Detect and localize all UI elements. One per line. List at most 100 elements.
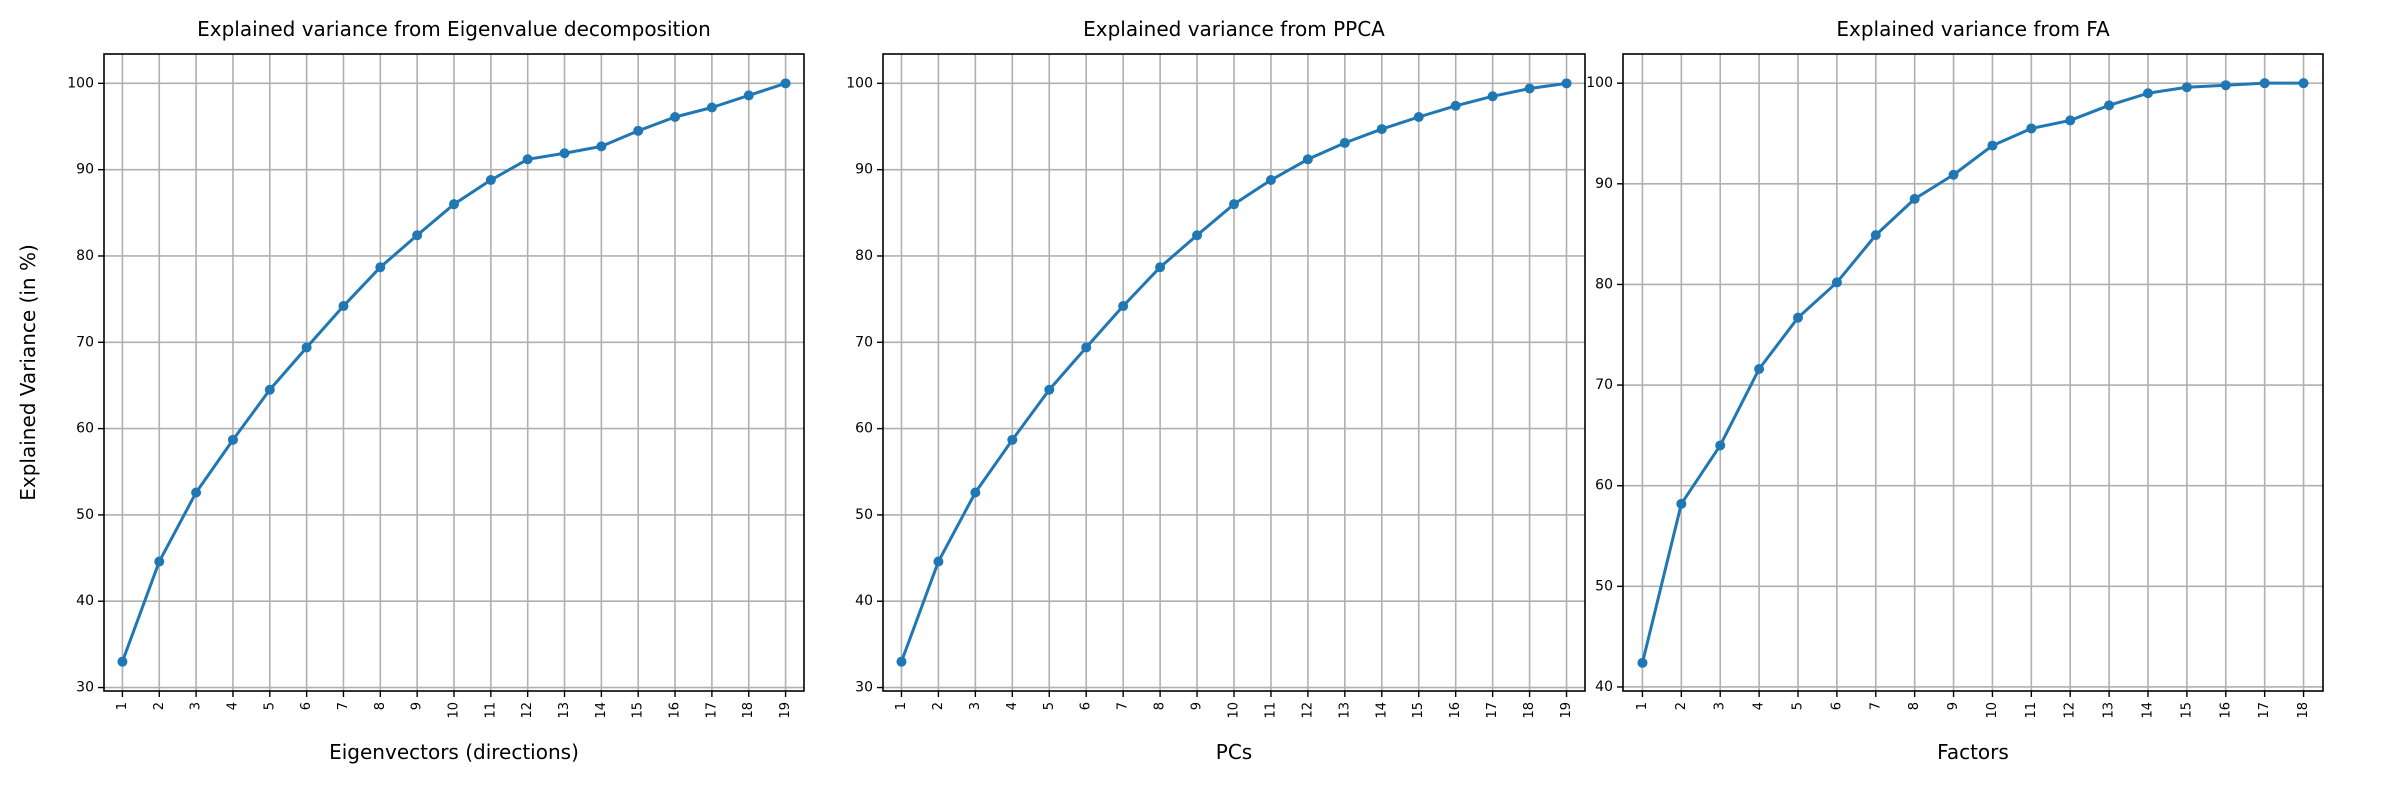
x-tick-label: 18: [741, 702, 756, 719]
data-point: [1870, 230, 1881, 241]
y-axis-label: Explained Variance (in %): [16, 244, 40, 501]
data-point: [743, 90, 754, 101]
data-point: [1909, 193, 1920, 204]
data-point: [933, 556, 944, 567]
data-point: [338, 301, 349, 312]
x-tick-label: 15: [1411, 702, 1426, 719]
x-tick-label: 12: [520, 702, 535, 719]
x-tick-label: 6: [1829, 702, 1844, 710]
chart-title: Explained variance from Eigenvalue decom…: [197, 17, 711, 41]
x-tick-label: 8: [1907, 702, 1922, 710]
data-point: [1118, 301, 1129, 312]
data-point: [485, 175, 496, 186]
y-tick-label: 60: [76, 421, 94, 437]
y-tick-label: 40: [1595, 679, 1613, 695]
x-tick-label: 9: [410, 702, 425, 710]
data-point: [1561, 78, 1572, 89]
y-tick-label: 70: [855, 334, 873, 350]
x-tick-label: 10: [1227, 702, 1242, 719]
y-tick-label: 30: [855, 680, 873, 696]
data-point: [1948, 169, 1959, 180]
x-tick-label: 16: [668, 702, 683, 719]
data-point: [264, 384, 275, 395]
y-tick-label: 60: [855, 421, 873, 437]
y-tick-label: 80: [1595, 276, 1613, 292]
data-point: [1192, 230, 1203, 241]
data-point: [1007, 434, 1018, 445]
x-tick-label: 1: [1635, 702, 1650, 710]
x-tick-label: 5: [1791, 702, 1806, 710]
y-tick-label: 100: [67, 75, 94, 91]
x-tick-label: 10: [1985, 702, 2000, 719]
x-tick-label: 3: [968, 702, 983, 710]
data-point: [596, 141, 607, 152]
data-point: [1265, 175, 1276, 186]
data-point: [2259, 78, 2270, 89]
data-point: [2143, 88, 2153, 99]
x-tick-label: 19: [1559, 702, 1574, 719]
x-tick-label: 16: [1448, 702, 1463, 719]
data-point: [1376, 124, 1387, 135]
data-point: [191, 487, 202, 498]
data-point: [896, 656, 907, 667]
x-tick-label: 10: [447, 702, 462, 719]
x-tick-label: 11: [2024, 702, 2039, 719]
y-tick-label: 40: [76, 593, 94, 609]
data-point: [301, 342, 312, 353]
data-point: [1155, 262, 1166, 273]
x-tick-label: 5: [262, 702, 277, 710]
data-point: [227, 434, 238, 445]
data-point: [2104, 100, 2115, 111]
y-tick-label: 90: [76, 162, 94, 178]
data-point: [1715, 440, 1726, 451]
y-tick-label: 100: [1586, 75, 1613, 91]
x-tick-label: 2: [931, 702, 946, 710]
data-point: [2298, 78, 2309, 89]
data-point: [970, 487, 981, 498]
chart-title: Explained variance from PPCA: [1083, 17, 1385, 41]
data-point: [1637, 657, 1648, 668]
x-tick-label: 12: [1300, 702, 1315, 719]
x-tick-label: 18: [2296, 702, 2311, 719]
y-tick-label: 80: [76, 248, 94, 264]
x-tick-label: 13: [1337, 702, 1352, 719]
x-tick-label: 4: [225, 702, 240, 710]
y-tick-label: 90: [855, 162, 873, 178]
x-tick-label: 17: [704, 702, 719, 719]
data-point: [117, 656, 128, 667]
x-tick-label: 14: [1374, 702, 1389, 719]
x-tick-label: 14: [594, 702, 609, 719]
data-point: [1302, 154, 1313, 165]
series-line: [1640, 81, 2304, 664]
x-tick-label: 9: [1190, 702, 1205, 710]
x-tick-label: 17: [1485, 702, 1500, 719]
y-tick-label: 70: [76, 334, 94, 350]
x-tick-label: 1: [894, 702, 909, 710]
y-tick-label: 50: [1595, 578, 1613, 594]
x-tick-label: 7: [336, 702, 351, 710]
x-tick-label: 18: [1522, 702, 1537, 719]
y-tick-label: 100: [846, 75, 873, 91]
x-axis-label: PCs: [1216, 740, 1252, 764]
data-point: [706, 102, 717, 113]
data-point: [375, 262, 386, 273]
x-tick-label: 13: [2102, 702, 2117, 719]
x-tick-label: 12: [2063, 702, 2078, 719]
data-point: [780, 78, 791, 89]
x-tick-label: 9: [1946, 702, 1961, 710]
x-axis-label: Eigenvectors (directions): [329, 740, 579, 764]
x-tick-label: 4: [1005, 702, 1020, 710]
data-point: [2181, 82, 2192, 93]
x-tick-label: 11: [1263, 702, 1278, 719]
x-tick-label: 5: [1042, 702, 1057, 710]
data-point: [1754, 363, 1765, 374]
data-point: [633, 125, 644, 136]
data-point: [522, 154, 533, 165]
x-tick-label: 2: [1674, 702, 1689, 710]
data-point: [2065, 115, 2076, 126]
data-point: [559, 148, 570, 159]
data-point: [1081, 342, 1092, 353]
x-tick-label: 17: [2257, 702, 2272, 719]
data-point: [670, 112, 681, 123]
y-tick-label: 30: [76, 680, 94, 696]
